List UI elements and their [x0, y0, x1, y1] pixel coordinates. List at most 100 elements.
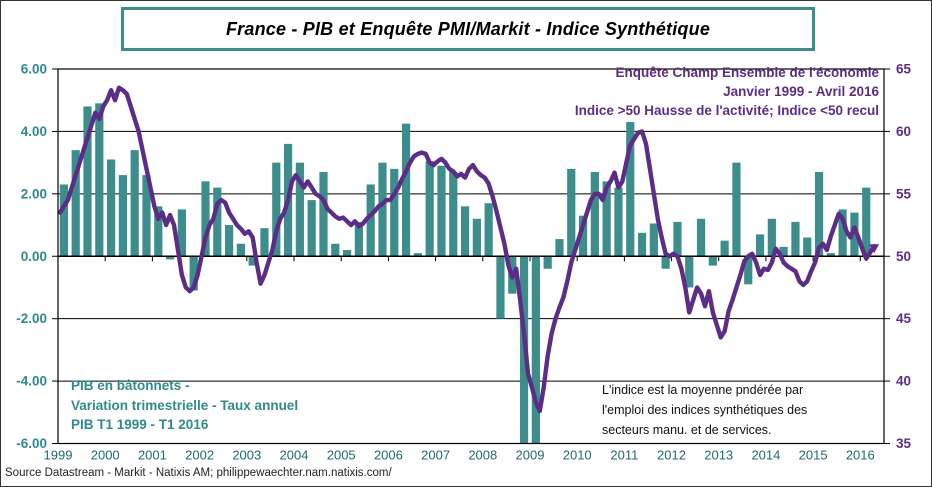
year-label: 1999 — [44, 448, 73, 463]
right-axis-label: 50 — [896, 249, 911, 264]
year-label: 2011 — [610, 448, 638, 463]
gdp-bar — [118, 175, 127, 257]
year-label: 2001 — [138, 448, 167, 463]
gdp-bar — [201, 181, 210, 257]
right-axis-label: 35 — [896, 436, 912, 451]
gdp-bar — [260, 228, 269, 257]
gdp-bar — [590, 171, 599, 257]
gdp-bar — [755, 234, 765, 257]
gdp-bar — [165, 256, 175, 260]
gdp-bar — [661, 256, 670, 269]
gdp-bar — [413, 253, 422, 257]
gdp-bar — [814, 171, 824, 257]
pib-annotation-line2: Variation trimestrielle - Taux annuel — [71, 397, 299, 413]
right-axis-label: 65 — [896, 62, 912, 77]
gdp-bar — [567, 168, 576, 257]
gdp-bar — [331, 243, 340, 257]
pmi-annotation: Enquête Champ Ensemble de l'économie Jan… — [575, 63, 879, 120]
gdp-bar — [437, 165, 446, 257]
year-label: 2004 — [280, 448, 309, 463]
year-label: 2006 — [374, 448, 403, 463]
left-axis-label: 4.00 — [21, 124, 47, 139]
gdp-bar — [177, 209, 186, 257]
chart-title-box: France - PIB et Enquête PMI/Markit - Ind… — [121, 7, 815, 51]
gdp-bar — [850, 212, 859, 257]
year-label: 2002 — [185, 448, 214, 463]
gdp-bar — [319, 171, 328, 257]
left-axis-label: -2.00 — [16, 311, 47, 326]
gdp-bar — [460, 206, 470, 257]
year-label: 2010 — [563, 448, 592, 463]
year-label: 2008 — [468, 448, 497, 463]
pmi-annotation-line3: Indice >50 Hausse de l'activité; Indice … — [574, 103, 879, 118]
gdp-bar — [295, 162, 304, 257]
gdp-bar — [449, 171, 458, 257]
gdp-bar — [637, 232, 647, 257]
year-label: 2003 — [232, 448, 261, 463]
gdp-bar — [614, 187, 623, 257]
gdp-bar — [543, 256, 552, 269]
gdp-bar — [189, 256, 198, 291]
gdp-bar — [95, 103, 104, 257]
gdp-bar — [472, 218, 481, 257]
gdp-bar — [496, 256, 505, 319]
gdp-bar — [838, 209, 847, 257]
gdp-bar — [685, 256, 694, 288]
chart-title: France - PIB et Enquête PMI/Markit - Ind… — [225, 18, 711, 39]
year-label: 2012 — [657, 448, 686, 463]
gdp-bar — [803, 237, 812, 257]
gdp-bar — [696, 218, 706, 257]
gdp-bar — [378, 162, 387, 257]
gdp-bar — [744, 256, 753, 285]
year-label: 2005 — [327, 448, 356, 463]
year-label: 2009 — [516, 448, 545, 463]
left-axis-label: 0.00 — [21, 249, 47, 264]
gdp-bar — [224, 225, 234, 257]
source-caption: Source Datastream - Markit - Natixis AM;… — [5, 467, 392, 479]
gdp-bar — [83, 106, 92, 257]
gdp-bar — [578, 215, 588, 257]
year-label: 2014 — [751, 448, 780, 463]
gdp-bar — [425, 161, 434, 257]
gdp-bar — [602, 181, 611, 257]
gdp-bar — [767, 218, 776, 257]
gdp-bar — [107, 159, 116, 257]
left-axis-label: -4.00 — [16, 374, 47, 389]
pib-annotation-line1: PIB en bâtonnets - — [71, 378, 190, 393]
pib-annotation: PIB en bâtonnets - Variation trimestriel… — [71, 376, 298, 435]
gdp-bar — [248, 256, 257, 266]
year-label: 2000 — [91, 448, 120, 463]
gdp-bar — [862, 187, 871, 257]
gdp-bar — [342, 250, 352, 257]
gdp-bar — [390, 168, 399, 257]
year-label: 2007 — [421, 448, 450, 463]
year-label: 2016 — [846, 448, 875, 463]
gdp-bar — [673, 221, 682, 257]
index-note-line3: secteurs manu. et de services. — [602, 423, 772, 437]
pib-annotation-line3: PIB T1 1999 - T1 2016 — [71, 417, 209, 432]
year-label: 2015 — [799, 448, 828, 463]
gdp-bar — [366, 184, 375, 257]
gdp-bar — [779, 246, 788, 257]
gdp-bar — [142, 175, 151, 257]
plot-border — [57, 68, 885, 445]
gdp-bar — [649, 223, 658, 257]
right-axis-label: 45 — [896, 311, 912, 326]
gdp-bar — [484, 203, 493, 257]
right-axis-label: 60 — [896, 124, 911, 139]
right-axis-label: 40 — [896, 374, 911, 389]
gdp-bar — [59, 184, 68, 257]
pmi-line-end-marker — [869, 244, 880, 254]
gdp-bar — [213, 187, 222, 257]
index-note-line2: l'emploi des indices synthétiques des — [602, 403, 808, 417]
index-note-line1: L'indice est la moyenne pndérée par — [602, 383, 804, 397]
gdp-bar — [354, 221, 363, 257]
right-axis-label: 55 — [896, 186, 912, 201]
gdp-bar — [732, 162, 741, 257]
gdp-bar — [791, 221, 800, 257]
gdp-bar — [154, 206, 163, 257]
gdp-bar — [272, 162, 281, 257]
left-axis-label: 2.00 — [21, 186, 47, 201]
gdp-bar — [71, 150, 80, 257]
